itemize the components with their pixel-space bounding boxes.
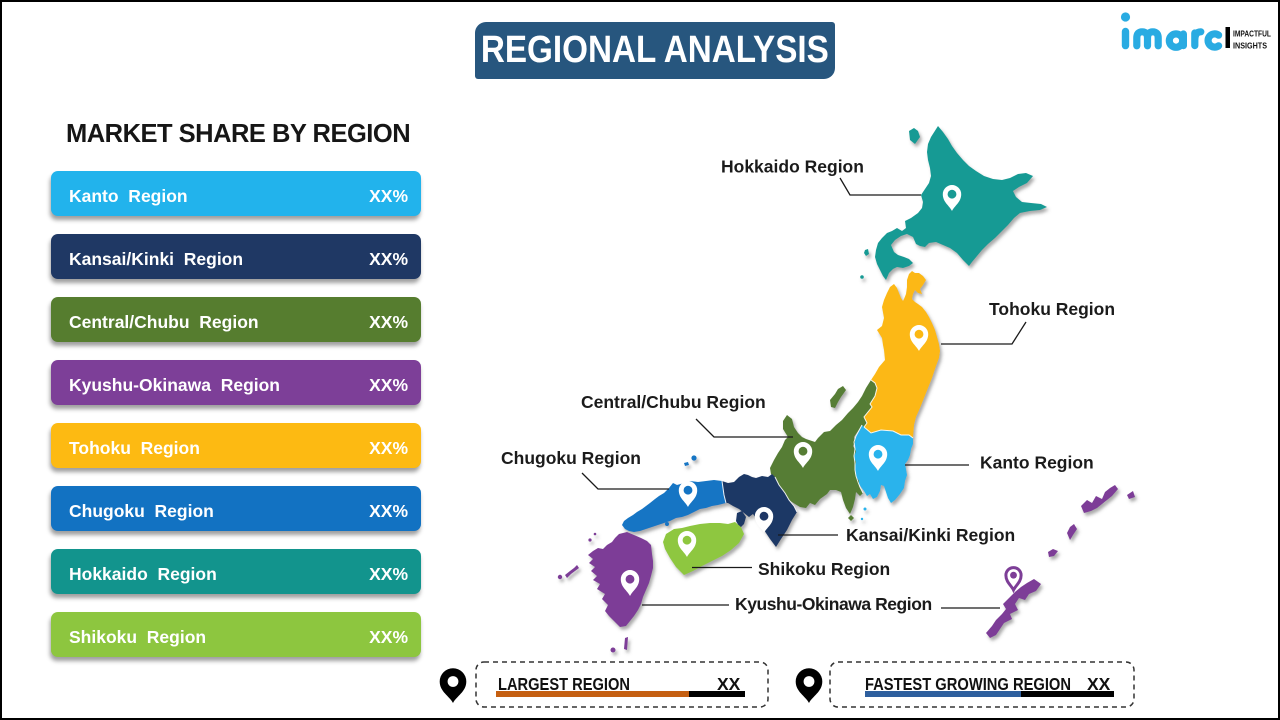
- svg-text:Central/Chubu Region: Central/Chubu Region: [581, 392, 766, 412]
- svg-text:Hokkaido Region: Hokkaido Region: [721, 157, 864, 177]
- svg-text:Shikoku Region: Shikoku Region: [758, 559, 890, 579]
- svg-text:Chugoku Region: Chugoku Region: [501, 448, 641, 468]
- svg-text:Kyushu-Okinawa Region: Kyushu-Okinawa Region: [735, 594, 932, 614]
- svg-text:IMPACTFUL: IMPACTFUL: [1233, 29, 1271, 39]
- svg-text:INSIGHTS: INSIGHTS: [1233, 41, 1267, 51]
- svg-text:Kansai/Kinki Region: Kansai/Kinki Region: [846, 525, 1015, 545]
- svg-text:Tohoku Region: Tohoku Region: [989, 299, 1115, 319]
- svg-text:Kanto Region: Kanto Region: [980, 453, 1094, 473]
